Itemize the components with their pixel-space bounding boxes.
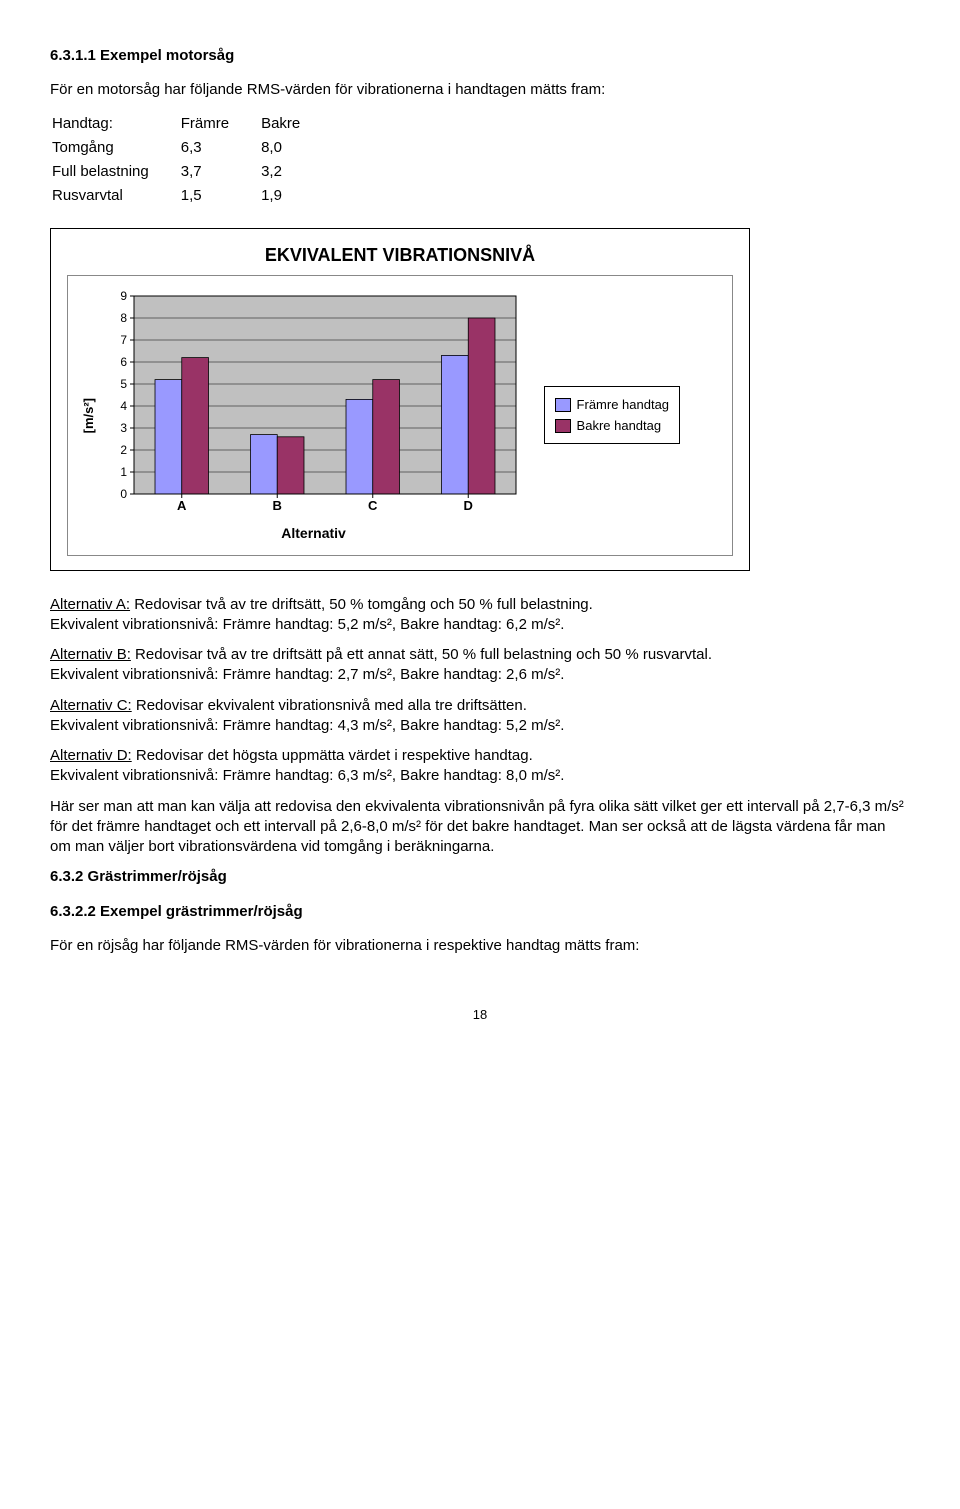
intro-text-2: För en röjsåg har följande RMS-värden fö… [50, 936, 910, 956]
legend-item: Bakre handtag [555, 417, 670, 435]
section-heading-2: 6.3.2 Grästrimmer/röjsåg [50, 867, 910, 887]
svg-text:A: A [177, 498, 187, 513]
svg-text:9: 9 [120, 289, 127, 303]
svg-text:6: 6 [120, 355, 127, 369]
svg-text:B: B [272, 498, 281, 513]
rms-table: Handtag: Främre Bakre Tomgång 6,3 8,0 Fu… [50, 111, 332, 210]
alt-head: Alternativ A: [50, 596, 130, 613]
intro-text-1: För en motorsåg har följande RMS-värden … [50, 80, 910, 100]
alternative-b: Alternativ B: Redovisar två av tre drift… [50, 645, 910, 686]
legend-item: Främre handtag [555, 396, 670, 414]
chart-container: EKVIVALENT VIBRATIONSNIVÅ [m/s²] 0 1 2 3 4 5 6… [50, 228, 750, 571]
alt-head: Alternativ D: [50, 747, 132, 764]
svg-text:C: C [368, 498, 378, 513]
chart-legend: Främre handtag Bakre handtag [544, 386, 681, 444]
svg-text:3: 3 [120, 421, 127, 435]
y-axis-label: [m/s²] [80, 398, 98, 433]
x-axis-label: Alternativ [104, 524, 524, 543]
svg-text:1: 1 [120, 465, 127, 479]
alt-head: Alternativ C: [50, 697, 132, 714]
svg-text:0: 0 [120, 487, 127, 501]
table-row: Handtag: Främre Bakre [52, 113, 330, 135]
alternative-d: Alternativ D: Redovisar det högsta uppmä… [50, 746, 910, 787]
alternative-c: Alternativ C: Redovisar ekvivalent vibra… [50, 696, 910, 737]
alternative-a: Alternativ A: Redovisar två av tre drift… [50, 595, 910, 636]
svg-text:2: 2 [120, 443, 127, 457]
svg-text:7: 7 [120, 333, 127, 347]
svg-text:8: 8 [120, 311, 127, 325]
section-heading-1: 6.3.1.1 Exempel motorsåg [50, 46, 910, 66]
legend-swatch-icon [555, 398, 571, 412]
chart-title: EKVIVALENT VIBRATIONSNIVÅ [67, 243, 733, 267]
section-heading-3: 6.3.2.2 Exempel grästrimmer/röjsåg [50, 902, 910, 922]
legend-label: Bakre handtag [577, 417, 662, 435]
bar-chart: 0 1 2 3 4 5 6 7 8 9 A B C D Alternativ [104, 288, 524, 543]
svg-text:D: D [463, 498, 472, 513]
svg-text:4: 4 [120, 399, 127, 413]
legend-label: Främre handtag [577, 396, 670, 414]
svg-text:5: 5 [120, 377, 127, 391]
table-row: Rusvarvtal 1,5 1,9 [52, 185, 330, 207]
conclusion-text: Här ser man att man kan välja att redovi… [50, 797, 910, 858]
table-row: Full belastning 3,7 3,2 [52, 161, 330, 183]
legend-swatch-icon [555, 419, 571, 433]
table-row: Tomgång 6,3 8,0 [52, 137, 330, 159]
page-number: 18 [50, 1006, 910, 1024]
alt-head: Alternativ B: [50, 646, 131, 663]
